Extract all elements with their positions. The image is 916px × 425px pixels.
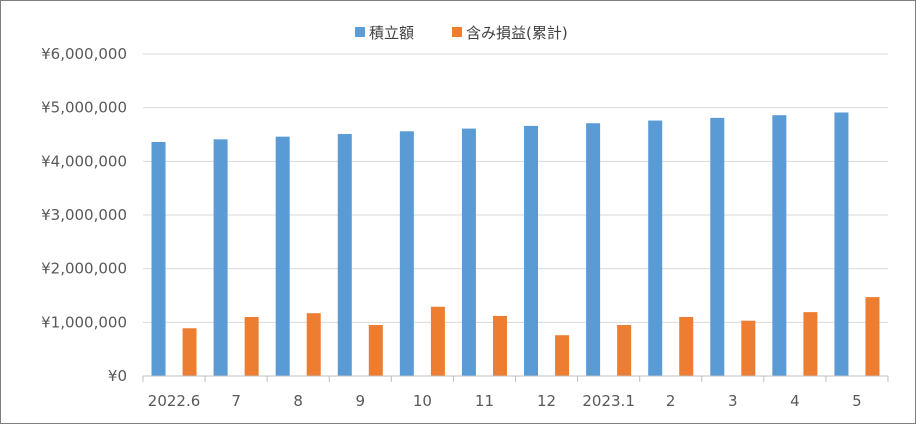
y-tick-label: ¥4,000,000 [41,152,127,170]
x-tick-label: 7 [231,392,241,410]
bar-series-1-11 [461,128,476,376]
bar-series-2-12 [555,335,570,376]
x-tick-label: 2023.1 [582,392,635,410]
x-tick-label: 2022.6 [148,392,201,410]
bar-series-2-7 [244,316,259,376]
bar-series-1-8 [275,136,290,376]
y-tick-label: ¥0 [108,367,127,385]
bar-series-2-11 [492,315,507,376]
x-axis-tick-labels: 2022.6 7 8 9 10 11 12 2023.1 2 3 4 5 [148,392,862,410]
bar-series-2-2022.6 [182,328,197,376]
bar-series-2-2023.1 [617,325,632,376]
gridlines [143,53,888,323]
bars [151,112,880,377]
x-tick-label: 10 [413,392,432,410]
bar-series-1-2023.1 [586,123,601,376]
legend: 積立額 含み損益(累計) [355,24,568,42]
x-tick-label: 4 [790,392,800,410]
bar-series-2-9 [368,325,383,376]
bar-series-2-10 [430,306,445,376]
y-tick-label: ¥2,000,000 [41,260,127,278]
x-tick-label: 2 [666,392,676,410]
y-tick-label: ¥5,000,000 [41,99,127,117]
x-tick-label: 11 [475,392,494,410]
y-tick-label: ¥3,000,000 [41,206,127,224]
legend-swatch-series-2 [452,27,462,37]
bar-series-1-3 [710,117,725,376]
axes [142,375,889,382]
bar-series-1-10 [399,131,414,376]
x-tick-label: 3 [728,392,738,410]
bar-series-2-8 [306,313,321,376]
y-tick-label: ¥1,000,000 [41,313,127,331]
bar-series-1-2 [648,120,663,377]
bar-series-1-2022.6 [151,142,166,376]
x-tick-label: 8 [293,392,303,410]
y-axis-tick-labels: ¥0 ¥1,000,000 ¥2,000,000 ¥3,000,000 ¥4,000,0… [41,45,127,385]
y-tick-label: ¥6,000,000 [41,45,127,63]
x-tick-label: 5 [852,392,862,410]
bar-series-1-9 [337,133,352,376]
bar-series-1-12 [524,125,539,376]
legend-label-series-1: 積立額 [369,24,414,42]
bar-series-1-5 [834,112,849,376]
x-tick-label: 9 [356,392,366,410]
bar-series-2-3 [741,320,756,376]
legend-label-series-2: 含み損益(累計) [466,24,568,42]
bar-series-2-2 [679,316,694,376]
x-tick-label: 12 [537,392,556,410]
bar-series-2-4 [803,312,818,376]
legend-swatch-series-1 [355,27,365,37]
bar-series-1-4 [772,115,787,377]
bar-series-1-7 [213,139,228,376]
bar-series-2-5 [865,297,880,376]
